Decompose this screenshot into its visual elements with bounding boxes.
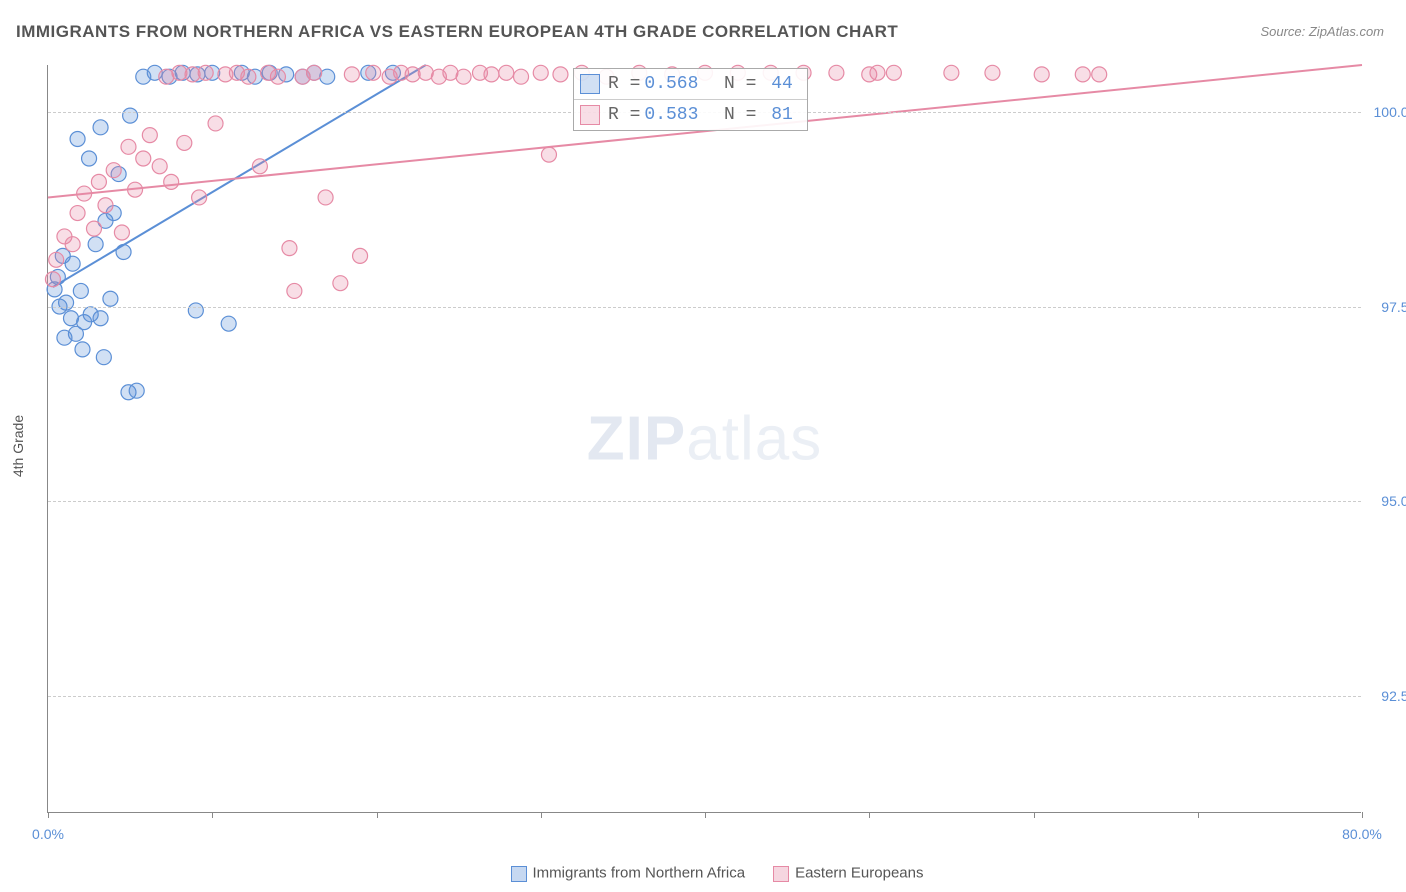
legend-bottom: Immigrants from Northern Africa Eastern E…: [0, 864, 1406, 882]
scatter-point-eastern_europeans: [152, 159, 167, 174]
scatter-point-eastern_europeans: [252, 159, 267, 174]
x-tick-label: 0.0%: [32, 826, 64, 842]
scatter-point-eastern_europeans: [366, 65, 381, 80]
scatter-point-northern_africa: [103, 291, 118, 306]
scatter-point-eastern_europeans: [344, 67, 359, 82]
scatter-point-eastern_europeans: [553, 67, 568, 82]
gridline: [48, 501, 1361, 502]
scatter-point-northern_africa: [65, 256, 80, 271]
scatter-point-northern_africa: [123, 108, 138, 123]
source-label: Source: ZipAtlas.com: [1260, 24, 1384, 39]
scatter-point-eastern_europeans: [91, 174, 106, 189]
scatter-point-eastern_europeans: [208, 116, 223, 131]
scatter-point-eastern_europeans: [164, 174, 179, 189]
y-tick-label: 92.5%: [1366, 688, 1406, 704]
stats-row-eastern_europeans: R = 0.583 N = 81: [574, 99, 807, 130]
scatter-point-eastern_europeans: [177, 135, 192, 150]
scatter-point-eastern_europeans: [142, 128, 157, 143]
stats-row-northern_africa: R = 0.568 N = 44: [574, 69, 807, 99]
scatter-point-eastern_europeans: [106, 163, 121, 178]
y-axis-title: 4th Grade: [10, 415, 26, 477]
scatter-point-eastern_europeans: [541, 147, 556, 162]
scatter-point-eastern_europeans: [270, 69, 285, 84]
scatter-point-eastern_europeans: [1075, 67, 1090, 82]
scatter-point-northern_africa: [75, 342, 90, 357]
scatter-point-northern_africa: [59, 295, 74, 310]
plot-area: ZIPatlas 92.5%95.0%97.5%100.0% 0.0%80.0%…: [47, 65, 1361, 813]
scatter-point-eastern_europeans: [829, 65, 844, 80]
scatter-point-northern_africa: [93, 311, 108, 326]
scatter-point-eastern_europeans: [456, 69, 471, 84]
scatter-point-eastern_europeans: [86, 221, 101, 236]
x-tick: [48, 812, 49, 818]
scatter-point-eastern_europeans: [886, 65, 901, 80]
scatter-point-eastern_europeans: [45, 272, 60, 287]
chart-title: IMMIGRANTS FROM NORTHERN AFRICA VS EASTE…: [16, 22, 898, 42]
x-tick: [1198, 812, 1199, 818]
stats-legend: R = 0.568 N = 44R = 0.583 N = 81: [573, 68, 808, 131]
scatter-point-eastern_europeans: [114, 225, 129, 240]
scatter-point-eastern_europeans: [307, 65, 322, 80]
y-tick-label: 95.0%: [1366, 493, 1406, 509]
x-tick: [212, 812, 213, 818]
swatch-icon: [580, 74, 600, 94]
gridline: [48, 307, 1361, 308]
scatter-point-northern_africa: [116, 245, 131, 260]
gridline: [48, 696, 1361, 697]
scatter-point-eastern_europeans: [241, 69, 256, 84]
swatch-icon: [580, 105, 600, 125]
legend-swatch-icon: [511, 866, 527, 882]
scatter-point-eastern_europeans: [287, 283, 302, 298]
x-tick-label: 80.0%: [1342, 826, 1382, 842]
scatter-point-northern_africa: [129, 383, 144, 398]
scatter-point-eastern_europeans: [533, 65, 548, 80]
scatter-point-eastern_europeans: [333, 276, 348, 291]
scatter-point-eastern_europeans: [870, 65, 885, 80]
x-tick: [377, 812, 378, 818]
scatter-point-eastern_europeans: [1034, 67, 1049, 82]
legend-label: Eastern Europeans: [795, 865, 923, 882]
scatter-point-northern_africa: [88, 237, 103, 252]
scatter-point-northern_africa: [82, 151, 97, 166]
x-tick: [1362, 812, 1363, 818]
scatter-point-eastern_europeans: [353, 248, 368, 263]
scatter-point-eastern_europeans: [49, 252, 64, 267]
scatter-point-eastern_europeans: [98, 198, 113, 213]
scatter-point-eastern_europeans: [136, 151, 151, 166]
scatter-point-eastern_europeans: [70, 206, 85, 221]
scatter-point-northern_africa: [73, 283, 88, 298]
scatter-point-eastern_europeans: [192, 190, 207, 205]
scatter-point-eastern_europeans: [944, 65, 959, 80]
scatter-point-northern_africa: [96, 350, 111, 365]
y-tick-label: 97.5%: [1366, 299, 1406, 315]
scatter-point-eastern_europeans: [198, 65, 213, 80]
scatter-point-northern_africa: [93, 120, 108, 135]
scatter-point-eastern_europeans: [282, 241, 297, 256]
y-tick-label: 100.0%: [1366, 104, 1406, 120]
scatter-point-eastern_europeans: [514, 69, 529, 84]
scatter-point-eastern_europeans: [65, 237, 80, 252]
scatter-point-northern_africa: [70, 132, 85, 147]
chart-svg: [48, 65, 1361, 812]
scatter-point-eastern_europeans: [318, 190, 333, 205]
x-tick: [1034, 812, 1035, 818]
scatter-point-northern_africa: [188, 303, 203, 318]
x-tick: [541, 812, 542, 818]
x-tick: [705, 812, 706, 818]
scatter-point-eastern_europeans: [1092, 67, 1107, 82]
scatter-point-northern_africa: [221, 316, 236, 331]
scatter-point-eastern_europeans: [499, 65, 514, 80]
scatter-point-eastern_europeans: [121, 139, 136, 154]
scatter-point-eastern_europeans: [985, 65, 1000, 80]
x-tick: [869, 812, 870, 818]
legend-swatch-icon: [773, 866, 789, 882]
legend-label: Immigrants from Northern Africa: [533, 865, 746, 882]
scatter-point-eastern_europeans: [484, 67, 499, 82]
